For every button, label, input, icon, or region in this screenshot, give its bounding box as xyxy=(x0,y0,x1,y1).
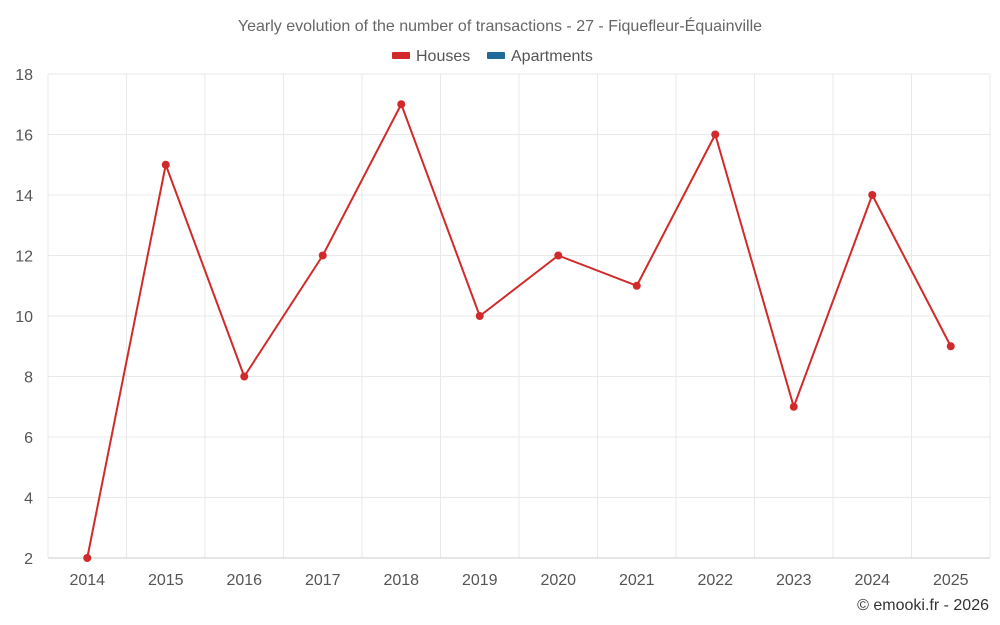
data-point-houses[interactable] xyxy=(632,281,641,290)
x-tick-label: 2019 xyxy=(462,572,498,589)
x-tick-label: 2016 xyxy=(226,572,262,589)
y-tick-label: 12 xyxy=(15,249,33,266)
legend-item-apartments[interactable]: Apartments xyxy=(487,48,593,65)
x-tick-label: 2021 xyxy=(619,572,655,589)
y-tick-label: 18 xyxy=(15,67,33,84)
y-tick-label: 10 xyxy=(15,309,33,326)
legend-item-houses[interactable]: Houses xyxy=(392,48,470,65)
data-point-houses[interactable] xyxy=(397,100,406,109)
y-tick-label: 14 xyxy=(15,188,33,205)
data-point-houses[interactable] xyxy=(868,191,877,199)
legend: Houses Apartments xyxy=(392,48,593,65)
data-point-houses[interactable] xyxy=(318,251,327,260)
legend-label-houses: Houses xyxy=(416,48,470,65)
data-point-houses[interactable] xyxy=(240,372,249,381)
y-tick-label: 2 xyxy=(24,551,33,568)
credit-text: © emooki.fr - 2026 xyxy=(857,597,989,614)
data-point-houses[interactable] xyxy=(789,402,798,411)
grid xyxy=(47,73,991,559)
x-tick-label: 2018 xyxy=(383,572,419,589)
legend-swatch-houses xyxy=(392,52,410,59)
y-tick-label: 4 xyxy=(24,491,33,508)
data-point-houses[interactable] xyxy=(554,251,563,260)
x-tick-label: 2015 xyxy=(148,572,184,589)
series-line-houses xyxy=(86,103,952,559)
y-tick-label: 8 xyxy=(24,370,33,387)
data-point-houses[interactable] xyxy=(946,342,955,351)
y-tick-label: 16 xyxy=(15,128,33,145)
chart-title: Yearly evolution of the number of transa… xyxy=(238,16,762,35)
x-tick-label: 2024 xyxy=(854,572,890,589)
x-tick-label: 2023 xyxy=(776,572,812,589)
data-point-houses[interactable] xyxy=(711,130,720,139)
series-houses xyxy=(83,100,955,562)
axes: 2 4 6 8 10 12 14 16 18 2014 2015 2016 2017 2018 2019 20… xyxy=(15,67,990,589)
data-point-houses[interactable] xyxy=(475,312,484,320)
legend-swatch-apartments xyxy=(487,52,505,59)
x-tick-label: 2025 xyxy=(933,572,969,589)
data-point-houses[interactable] xyxy=(161,160,170,169)
y-tick-label: 6 xyxy=(24,430,33,447)
x-tick-label: 2014 xyxy=(69,572,105,589)
data-point-houses[interactable] xyxy=(83,554,92,562)
legend-label-apartments: Apartments xyxy=(511,48,593,65)
x-tick-label: 2020 xyxy=(540,572,576,589)
x-tick-label: 2017 xyxy=(305,572,341,589)
x-tick-label: 2022 xyxy=(697,572,733,589)
